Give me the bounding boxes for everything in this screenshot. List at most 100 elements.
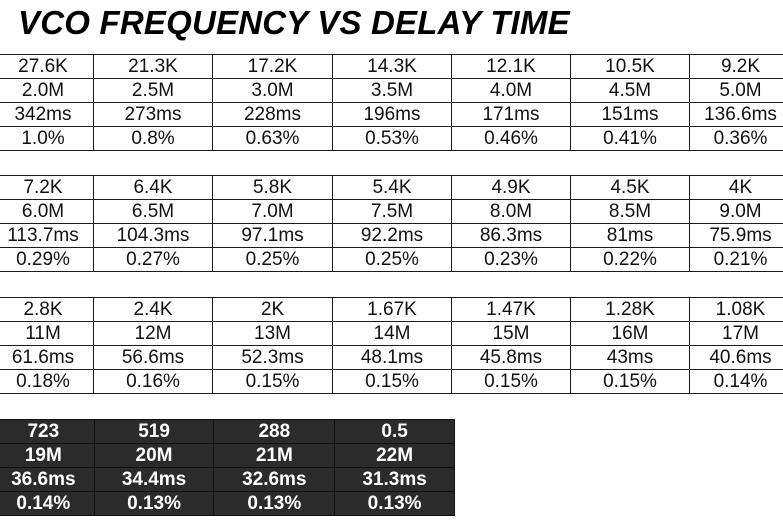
table-cell: 5.8K <box>212 175 333 200</box>
table-cell: 4.5M <box>570 78 690 103</box>
table-cell: 0.16% <box>93 369 213 394</box>
table-cell: 40.6ms <box>689 345 783 370</box>
table-cell: 0.13% <box>334 491 455 516</box>
table-cell: 45.8ms <box>451 345 571 370</box>
table-cell: 7.0M <box>212 199 333 224</box>
table-cell: 12.1K <box>451 54 571 79</box>
table-cell: 0.8% <box>93 126 213 151</box>
vco-table-block-1: 27.6K 21.3K 17.2K 14.3K 12.1K 10.5K 9.2K… <box>0 54 783 151</box>
table-cell: 48.1ms <box>332 345 452 370</box>
table-cell: 52.3ms <box>212 345 333 370</box>
table-cell: 6.5M <box>93 199 213 224</box>
table-cell: 56.6ms <box>93 345 213 370</box>
table-cell: 0.46% <box>451 126 571 151</box>
table-cell: 0.15% <box>332 369 452 394</box>
table-cell: 4K <box>689 175 783 200</box>
table-cell: 0.53% <box>332 126 452 151</box>
table-cell: 86.3ms <box>451 223 571 248</box>
table-cell: 0.13% <box>93 491 215 516</box>
table-cell: 14.3K <box>332 54 452 79</box>
table-row-frequency: 11M 12M 13M 14M 15M 16M 17M <box>0 321 783 346</box>
table-cell: 13M <box>212 321 333 346</box>
table-row-frequency: 6.0M 6.5M 7.0M 7.5M 8.0M 8.5M 9.0M <box>0 199 783 224</box>
table-cell: 288 <box>213 419 336 444</box>
table-cell: 5.4K <box>332 175 452 200</box>
table-cell: 92.2ms <box>332 223 452 248</box>
table-cell: 1.08K <box>689 297 783 322</box>
table-cell: 273ms <box>93 102 213 127</box>
table-row-frequency: 19M 20M 21M 22M <box>0 443 455 468</box>
table-cell: 113.7ms <box>0 223 94 248</box>
table-cell: 20M <box>93 443 215 468</box>
table-cell: 10.5K <box>570 54 690 79</box>
table-cell: 0.41% <box>570 126 690 151</box>
table-cell: 5.0M <box>689 78 783 103</box>
table-cell: 0.27% <box>93 247 213 272</box>
table-cell: 14M <box>332 321 452 346</box>
table-cell: 1.28K <box>570 297 690 322</box>
table-cell: 0.15% <box>570 369 690 394</box>
table-cell: 43ms <box>570 345 690 370</box>
table-cell: 9.2K <box>689 54 783 79</box>
vco-table-block-4-dark: 723 519 288 0.5 19M 20M 21M 22M 36.6ms 3… <box>0 419 455 516</box>
vco-table-block-3: 2.8K 2.4K 2K 1.67K 1.47K 1.28K 1.08K 11M… <box>0 297 783 394</box>
table-cell: 136.6ms <box>689 102 783 127</box>
table-cell: 22M <box>334 443 455 468</box>
table-cell: 97.1ms <box>212 223 333 248</box>
table-row-percent: 1.0% 0.8% 0.63% 0.53% 0.46% 0.41% 0.36% <box>0 126 783 151</box>
table-cell: 0.36% <box>689 126 783 151</box>
table-cell: 7.5M <box>332 199 452 224</box>
table-cell: 2.8K <box>0 297 94 322</box>
table-row-delay: 61.6ms 56.6ms 52.3ms 48.1ms 45.8ms 43ms … <box>0 345 783 370</box>
table-cell: 228ms <box>212 102 333 127</box>
table-cell: 0.15% <box>212 369 333 394</box>
table-cell: 75.9ms <box>689 223 783 248</box>
table-cell: 104.3ms <box>93 223 213 248</box>
table-row-frequency: 2.0M 2.5M 3.0M 3.5M 4.0M 4.5M 5.0M <box>0 78 783 103</box>
table-cell: 4.9K <box>451 175 571 200</box>
table-cell: 151ms <box>570 102 690 127</box>
table-cell: 0.25% <box>212 247 333 272</box>
table-cell: 0.21% <box>689 247 783 272</box>
table-cell: 81ms <box>570 223 690 248</box>
table-cell: 2.4K <box>93 297 213 322</box>
table-cell: 0.63% <box>212 126 333 151</box>
table-cell: 0.25% <box>332 247 452 272</box>
table-row-delay: 342ms 273ms 228ms 196ms 171ms 151ms 136.… <box>0 102 783 127</box>
table-cell: 15M <box>451 321 571 346</box>
vco-table-block-2: 7.2K 6.4K 5.8K 5.4K 4.9K 4.5K 4K 6.0M 6.… <box>0 175 783 272</box>
table-cell: 17M <box>689 321 783 346</box>
table-cell: 12M <box>93 321 213 346</box>
table-cell: 9.0M <box>689 199 783 224</box>
table-row-resistance: 7.2K 6.4K 5.8K 5.4K 4.9K 4.5K 4K <box>0 175 783 200</box>
table-row-delay: 113.7ms 104.3ms 97.1ms 92.2ms 86.3ms 81m… <box>0 223 783 248</box>
table-cell: 1.0% <box>0 126 94 151</box>
table-cell: 17.2K <box>212 54 333 79</box>
table-cell: 2.5M <box>93 78 213 103</box>
table-row-resistance: 723 519 288 0.5 <box>0 419 455 444</box>
table-cell: 2.0M <box>0 78 94 103</box>
table-cell: 4.5K <box>570 175 690 200</box>
table-cell: 6.4K <box>93 175 213 200</box>
table-cell: 0.5 <box>334 419 455 444</box>
table-cell: 6.0M <box>0 199 94 224</box>
table-cell: 0.22% <box>570 247 690 272</box>
table-row-percent: 0.18% 0.16% 0.15% 0.15% 0.15% 0.15% 0.14… <box>0 369 783 394</box>
table-row-percent: 0.14% 0.13% 0.13% 0.13% <box>0 491 455 516</box>
table-cell: 21M <box>213 443 336 468</box>
table-cell: 0.18% <box>0 369 94 394</box>
table-cell: 0.23% <box>451 247 571 272</box>
table-cell: 0.29% <box>0 247 94 272</box>
table-cell: 171ms <box>451 102 571 127</box>
table-cell: 0.13% <box>213 491 336 516</box>
table-cell: 34.4ms <box>93 467 215 492</box>
table-cell: 31.3ms <box>334 467 455 492</box>
table-cell: 19M <box>0 443 95 468</box>
table-cell: 21.3K <box>93 54 213 79</box>
table-cell: 196ms <box>332 102 452 127</box>
table-cell: 3.5M <box>332 78 452 103</box>
table-row-percent: 0.29% 0.27% 0.25% 0.25% 0.23% 0.22% 0.21… <box>0 247 783 272</box>
table-cell: 0.14% <box>0 491 95 516</box>
table-cell: 1.67K <box>332 297 452 322</box>
table-cell: 1.47K <box>451 297 571 322</box>
